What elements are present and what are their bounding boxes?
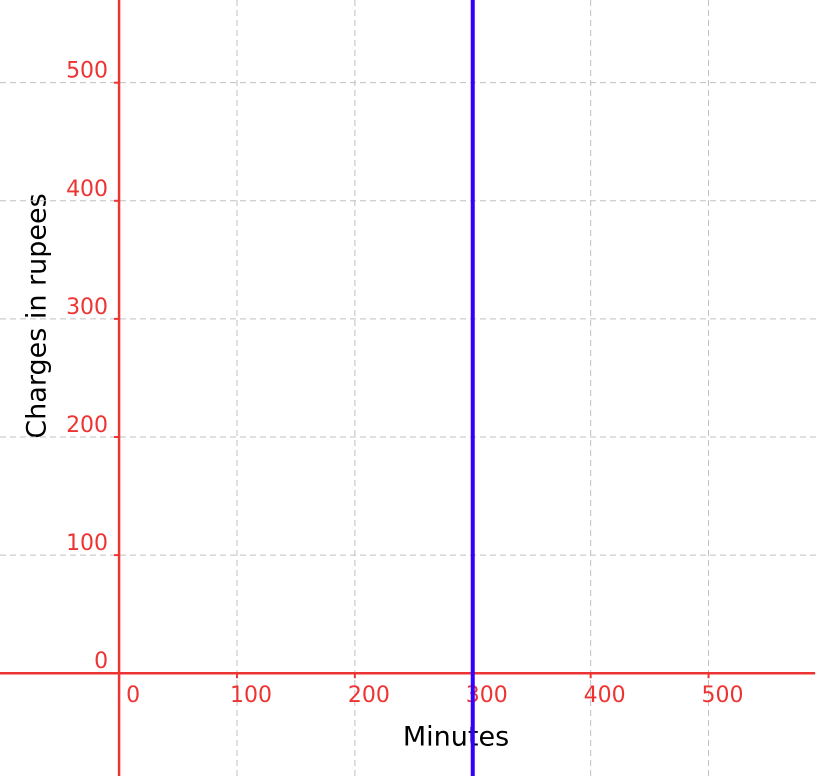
x-tick-label: 400 [584,683,626,708]
y-axis-label: Charges in rupees [22,193,53,438]
y-tick-label: 400 [66,177,108,202]
y-tick-label: 300 [66,295,108,320]
x-tick-label: 0 [126,683,140,708]
x-tick-label: 500 [702,683,744,708]
x-tick-label: 100 [230,683,272,708]
y-tick-label: 500 [66,59,108,84]
y-tick-label: 200 [66,413,108,438]
y-tick-label: 0 [94,649,108,674]
x-axis-label: Minutes [403,722,509,753]
x-tick-label: 200 [348,683,390,708]
y-tick-label: 100 [66,531,108,556]
